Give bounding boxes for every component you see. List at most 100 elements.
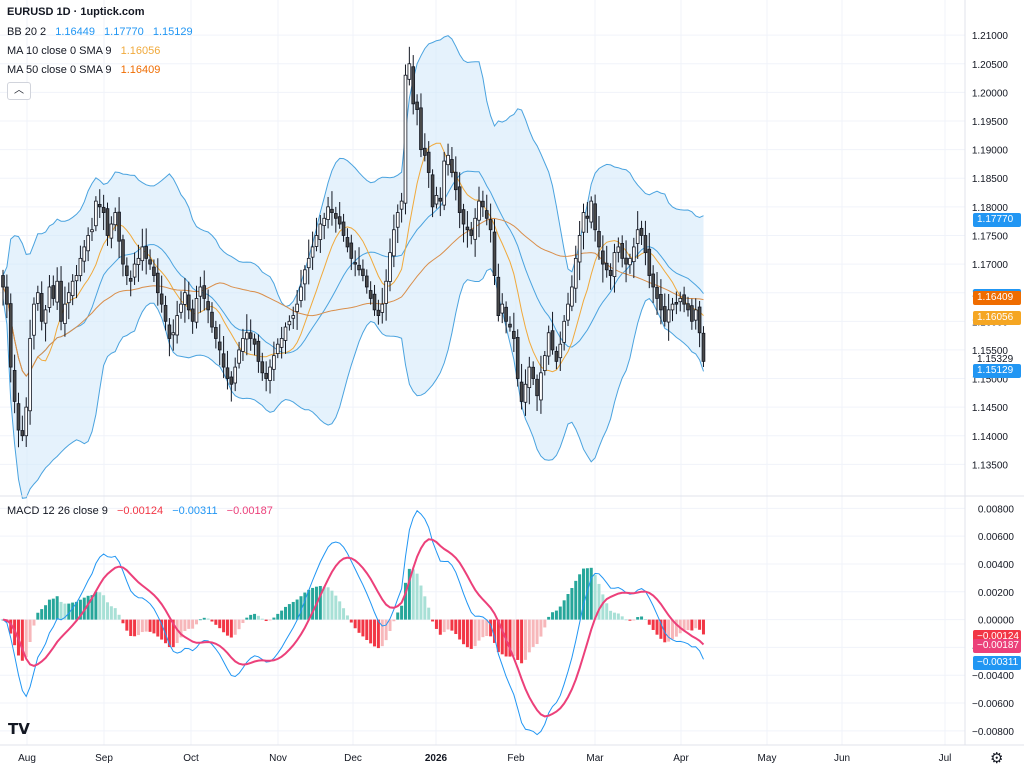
- candle-body: [612, 252, 617, 277]
- legend-bb-row[interactable]: BB 20 2 1.16449 1.17770 1.15129: [7, 26, 193, 39]
- macd-hist-bar: [210, 619, 214, 622]
- candle-body: [225, 367, 230, 379]
- candle-body: [55, 280, 59, 303]
- candle-body: [589, 200, 594, 223]
- candle-body: [341, 221, 346, 236]
- collapse-legend-button[interactable]: ︿: [7, 82, 31, 100]
- legend-macd-row[interactable]: MACD 12 26 close 9 −0.00124 −0.00311 −0.…: [7, 505, 273, 518]
- candle-body: [94, 200, 98, 227]
- candle-body: [438, 197, 443, 202]
- macd-hist-bar: [427, 607, 431, 620]
- candle-body: [82, 246, 87, 262]
- macd-hist-bar: [225, 619, 229, 636]
- candle-body: [233, 366, 238, 384]
- candle-body: [140, 246, 145, 262]
- macd-hist-bar: [570, 588, 574, 620]
- price-scale-label: 1.17770: [973, 213, 1021, 228]
- macd-hist-bar: [71, 602, 75, 620]
- macd-tick-label: 0.00800: [978, 504, 1015, 515]
- time-tick-label: 2026: [425, 753, 448, 764]
- candle-body: [419, 107, 423, 151]
- macd-tick-label: 0.00200: [978, 588, 1015, 599]
- macd-hist-bar: [121, 619, 125, 624]
- candle-body: [392, 229, 396, 257]
- candle-body: [198, 286, 203, 297]
- time-tick-label: Mar: [586, 753, 604, 764]
- macd-hist-bar: [195, 619, 198, 625]
- macd-hist-bar: [233, 619, 237, 635]
- macd-hist-bar: [28, 619, 32, 642]
- candle-body: [457, 186, 462, 213]
- macd-hist-bar: [671, 619, 675, 640]
- macd-hist-bar: [698, 619, 702, 630]
- macd-hist-bar: [589, 567, 593, 620]
- macd-tick-label: −0.00800: [972, 727, 1014, 738]
- candle-body: [1, 275, 5, 288]
- legend-ma50-row[interactable]: MA 50 close 0 SMA 9 1.16409: [7, 64, 160, 77]
- macd-hist-bar: [438, 619, 442, 635]
- macd-hist-bar: [78, 599, 82, 620]
- macd-hist-bar: [682, 619, 686, 632]
- tradingview-logo[interactable]: TV: [8, 720, 30, 738]
- candle-body: [639, 227, 644, 236]
- candlesticks: [1, 46, 706, 448]
- legend-ma10-row[interactable]: MA 10 close 0 SMA 9 1.16056: [7, 45, 160, 58]
- macd-hist-bar: [558, 606, 562, 620]
- candle-body: [670, 303, 675, 311]
- macd-hist-bar: [357, 619, 361, 633]
- macd-hist-bar: [431, 619, 435, 622]
- macd-hist-bar: [256, 615, 260, 620]
- macd-hist-bar: [171, 619, 175, 648]
- candle-body: [245, 332, 249, 340]
- macd-hist-bar: [249, 614, 253, 620]
- macd-hist-bar: [465, 619, 469, 648]
- macd-hist-bar: [632, 619, 636, 621]
- candle-body: [217, 341, 222, 351]
- candle-body: [252, 338, 257, 345]
- candle-body: [194, 298, 199, 323]
- macd-hist-bar: [90, 595, 94, 620]
- macd-hist-bar: [102, 595, 106, 620]
- macd-hist-value: −0.00124: [116, 505, 164, 517]
- macd-hist-bar: [651, 619, 655, 630]
- candle-body: [337, 216, 342, 225]
- macd-hist-bar: [63, 603, 67, 620]
- macd-hist-bar: [523, 619, 527, 660]
- macd-hist-bar: [612, 612, 616, 620]
- ma10-value: 1.16056: [120, 45, 161, 57]
- macd-hist-bar: [140, 619, 144, 633]
- candle-body: [686, 303, 690, 311]
- macd-hist-bar: [280, 610, 284, 620]
- candle-body: [376, 309, 381, 316]
- macd-hist-bar: [411, 569, 415, 620]
- price-tick-label: 1.15000: [972, 375, 1009, 386]
- candle-body: [395, 212, 400, 228]
- macd-hist-bar: [597, 583, 601, 620]
- grid-lines: [0, 0, 965, 745]
- macd-hist-bar: [500, 619, 504, 655]
- macd-hist-bar: [109, 606, 113, 620]
- candle-body: [5, 286, 9, 305]
- legend-title-row: EURUSD 1D · 1uptick.com: [7, 6, 145, 19]
- macd-scale-label: −0.00187: [973, 638, 1021, 653]
- candle-body: [322, 217, 327, 226]
- macd-hist-bar: [442, 619, 446, 633]
- macd-tick-label: −0.00400: [972, 671, 1014, 682]
- price-tick-label: 1.18500: [972, 174, 1009, 185]
- macd-hist-bar: [75, 601, 79, 620]
- candle-body: [241, 338, 245, 352]
- ma50-value: 1.16409: [120, 64, 161, 76]
- macd-hist-bar: [241, 619, 245, 624]
- macd-hist-bar: [446, 619, 450, 630]
- candle-body: [442, 160, 446, 206]
- price-tick-label: 1.20500: [972, 60, 1009, 71]
- macd-hist-bar: [311, 587, 315, 620]
- macd-hist-bar: [678, 619, 682, 634]
- macd-hist-bar: [245, 617, 249, 620]
- candle-body: [299, 286, 303, 301]
- candle-body: [624, 257, 628, 265]
- candle-body: [651, 273, 655, 288]
- gear-icon[interactable]: ⚙: [990, 750, 1004, 767]
- macd-hist-bar: [376, 619, 380, 649]
